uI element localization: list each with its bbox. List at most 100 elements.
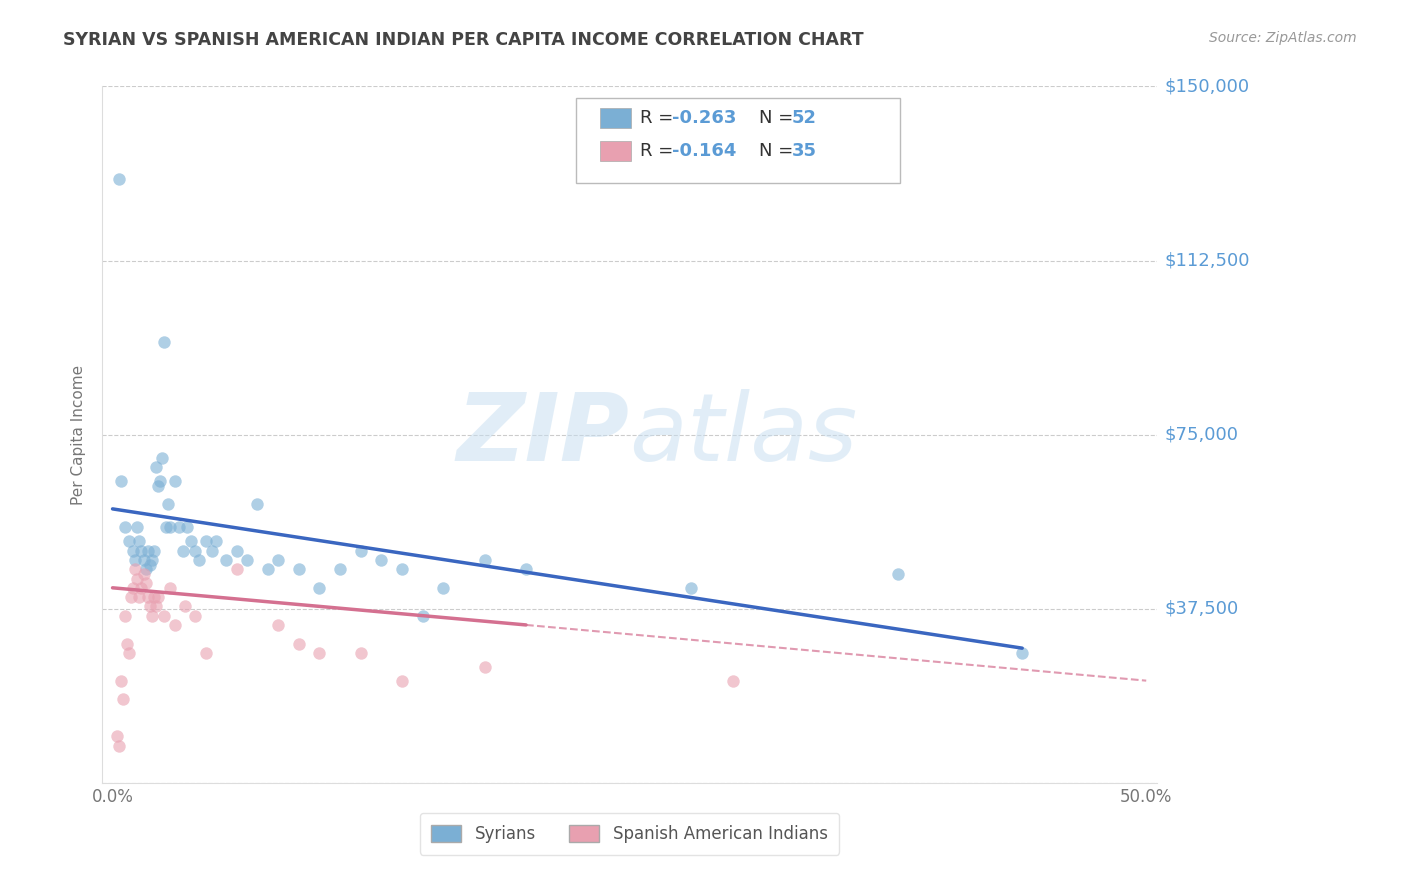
Text: 52: 52 [792,109,817,127]
Point [225,543,247,558]
Point [142,590,165,604]
Point [107,739,129,753]
Point [150,450,173,465]
Point [128,590,150,604]
Point [132,553,155,567]
Point [157,497,180,511]
Point [107,172,129,186]
Text: -0.263: -0.263 [672,109,737,127]
Text: R =: R = [640,142,679,160]
Text: ZIP: ZIP [457,389,630,481]
Point [184,608,207,623]
Point [176,520,198,534]
Point [131,543,153,558]
Text: -0.164: -0.164 [672,142,737,160]
Text: N =: N = [759,109,799,127]
Point [188,553,211,567]
Point [110,474,132,488]
Point [128,534,150,549]
Text: $150,000: $150,000 [1166,78,1250,95]
Point [681,581,703,595]
Point [267,618,290,632]
Point [174,599,197,614]
Point [127,520,149,534]
Point [205,534,228,549]
Point [412,608,434,623]
Point [474,659,496,673]
Point [120,590,142,604]
Text: atlas: atlas [630,389,858,480]
Point [139,558,162,572]
Point [122,543,145,558]
Point [118,534,141,549]
Point [194,646,217,660]
Point [132,566,155,581]
Point [105,730,128,744]
Point [159,520,181,534]
Point [111,692,134,706]
Point [131,581,153,595]
Point [153,608,176,623]
Point [287,636,309,650]
Point [141,608,163,623]
Point [329,562,352,576]
Point [145,460,167,475]
Point [167,520,190,534]
Point [287,562,309,576]
Point [432,581,454,595]
Point [172,543,194,558]
Point [236,553,259,567]
Point [124,553,146,567]
Legend: Syrians, Spanish American Indians: Syrians, Spanish American Indians [419,813,839,855]
Point [887,566,910,581]
Point [349,543,371,558]
Text: 35: 35 [792,142,817,160]
Text: $75,000: $75,000 [1166,425,1239,443]
Point [370,553,392,567]
Point [139,599,162,614]
Point [225,562,247,576]
Text: N =: N = [759,142,799,160]
Point [246,497,269,511]
Point [180,534,202,549]
Point [155,520,177,534]
Text: R =: R = [640,109,679,127]
Point [118,646,141,660]
Point [163,474,186,488]
Point [146,590,169,604]
Point [159,581,181,595]
Point [349,646,371,660]
Point [267,553,290,567]
Point [122,581,145,595]
Point [127,572,149,586]
Point [391,562,413,576]
Point [145,599,167,614]
Point [142,543,165,558]
Point [515,562,537,576]
Point [124,562,146,576]
Point [308,646,330,660]
Point [110,673,132,688]
Point [135,562,157,576]
Point [184,543,207,558]
Point [194,534,217,549]
Point [215,553,238,567]
Point [308,581,330,595]
Point [1011,646,1033,660]
Point [114,608,136,623]
Text: $112,500: $112,500 [1166,252,1250,269]
Text: SYRIAN VS SPANISH AMERICAN INDIAN PER CAPITA INCOME CORRELATION CHART: SYRIAN VS SPANISH AMERICAN INDIAN PER CA… [63,31,863,49]
Point [163,618,186,632]
Point [149,474,172,488]
Point [135,576,157,591]
Text: $37,500: $37,500 [1166,599,1239,617]
Text: Source: ZipAtlas.com: Source: ZipAtlas.com [1209,31,1357,45]
Point [136,590,159,604]
Point [201,543,224,558]
Point [115,636,138,650]
Point [391,673,413,688]
Point [474,553,496,567]
Point [114,520,136,534]
Point [256,562,278,576]
Point [141,553,163,567]
